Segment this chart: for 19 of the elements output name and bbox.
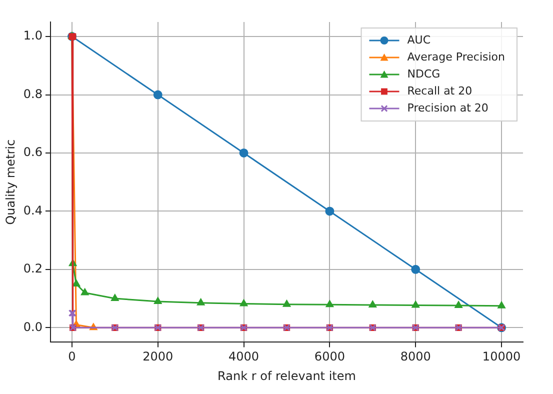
y-tick-label: 0.8 [23, 86, 42, 101]
x-axis-title: Rank r of relevant item [218, 368, 356, 383]
y-tick-label: 0.6 [23, 145, 42, 160]
y-tick-label: 1.0 [23, 28, 42, 43]
legend-label: NDCG [407, 67, 440, 80]
y-axis-title: Quality metric [3, 139, 18, 225]
legend-label: Recall at 20 [407, 84, 472, 98]
x-tick-label: 10000 [482, 350, 521, 364]
x-tick-label: 8000 [400, 350, 431, 364]
x-tick-label: 2000 [142, 350, 174, 364]
x-tick-label: 6000 [314, 350, 345, 364]
legend-label: Precision at 20 [407, 101, 488, 114]
legend-label: Average Precision [407, 50, 506, 64]
x-tick-label: 0 [68, 350, 76, 364]
x-tick-label: 4000 [228, 350, 260, 364]
y-tick-label: 0.2 [23, 262, 42, 276]
legend-label: AUC [407, 33, 431, 46]
y-tick-label: 0.0 [23, 320, 42, 334]
y-tick-label: 0.4 [23, 203, 42, 218]
